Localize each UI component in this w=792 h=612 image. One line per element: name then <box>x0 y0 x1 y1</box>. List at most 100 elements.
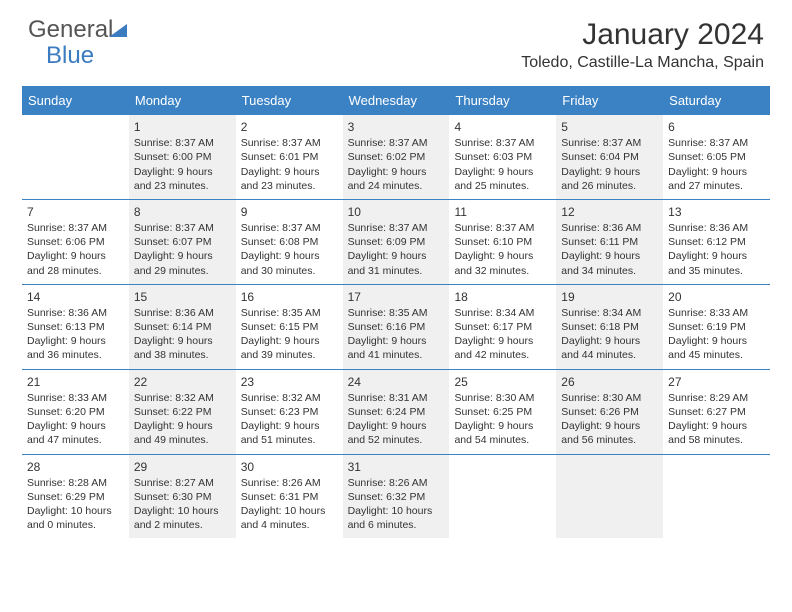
calendar-day-cell: 25Sunrise: 8:30 AMSunset: 6:25 PMDayligh… <box>449 370 556 454</box>
sunset-text: Sunset: 6:01 PM <box>241 150 338 164</box>
calendar-week-row: 28Sunrise: 8:28 AMSunset: 6:29 PM Dayligh… <box>22 454 770 539</box>
daylight-text: Daylight: 9 hours and 31 minutes. <box>348 249 445 277</box>
daylight-text: Daylight: 9 hours and 42 minutes. <box>454 334 551 362</box>
sunset-text: Sunset: 6:05 PM <box>668 150 765 164</box>
daylight-text: Daylight: 9 hours and 45 minutes. <box>668 334 765 362</box>
calendar-day-cell: 12Sunrise: 8:36 AMSunset: 6:11 PMDayligh… <box>556 200 663 284</box>
sunset-text: Sunset: 6:10 PM <box>454 235 551 249</box>
sunset-text: Sunset: 6:04 PM <box>561 150 658 164</box>
day-number: 5 <box>561 119 658 135</box>
sunrise-text: Sunrise: 8:27 AM <box>134 476 231 490</box>
sunset-text: Sunset: 6:29 PM <box>27 490 124 504</box>
sunset-text: Sunset: 6:11 PM <box>561 235 658 249</box>
daylight-text: Daylight: 10 hours and 2 minutes. <box>134 504 231 532</box>
weekday-header: Monday <box>129 88 236 113</box>
sunset-text: Sunset: 6:32 PM <box>348 490 445 504</box>
calendar-day-cell: 2Sunrise: 8:37 AMSunset: 6:01 PMDaylight… <box>236 115 343 199</box>
calendar-day-cell: 24Sunrise: 8:31 AMSunset: 6:24 PMDayligh… <box>343 370 450 454</box>
day-number: 15 <box>134 289 231 305</box>
sunrise-text: Sunrise: 8:37 AM <box>348 136 445 150</box>
calendar-day-cell: 5Sunrise: 8:37 AMSunset: 6:04 PMDaylight… <box>556 115 663 199</box>
daylight-text: Daylight: 9 hours and 35 minutes. <box>668 249 765 277</box>
day-number: 18 <box>454 289 551 305</box>
day-number: 28 <box>27 459 124 475</box>
weekday-header: Sunday <box>22 88 129 113</box>
sunrise-text: Sunrise: 8:37 AM <box>454 221 551 235</box>
sunrise-text: Sunrise: 8:36 AM <box>561 221 658 235</box>
daylight-text: Daylight: 9 hours and 24 minutes. <box>348 165 445 193</box>
day-number: 17 <box>348 289 445 305</box>
day-number: 7 <box>27 204 124 220</box>
sunset-text: Sunset: 6:07 PM <box>134 235 231 249</box>
sunrise-text: Sunrise: 8:34 AM <box>561 306 658 320</box>
calendar-day-cell: 23Sunrise: 8:32 AMSunset: 6:23 PMDayligh… <box>236 370 343 454</box>
sunset-text: Sunset: 6:31 PM <box>241 490 338 504</box>
daylight-text: Daylight: 9 hours and 29 minutes. <box>134 249 231 277</box>
day-number: 12 <box>561 204 658 220</box>
sunset-text: Sunset: 6:24 PM <box>348 405 445 419</box>
calendar-day-cell <box>663 455 770 539</box>
calendar-week-row: 1Sunrise: 8:37 AMSunset: 6:00 PMDaylight… <box>22 113 770 199</box>
sunrise-text: Sunrise: 8:36 AM <box>27 306 124 320</box>
sunset-text: Sunset: 6:26 PM <box>561 405 658 419</box>
day-number: 19 <box>561 289 658 305</box>
sunset-text: Sunset: 6:30 PM <box>134 490 231 504</box>
day-number: 2 <box>241 119 338 135</box>
title-month: January 2024 <box>521 18 764 52</box>
daylight-text: Daylight: 9 hours and 36 minutes. <box>27 334 124 362</box>
day-number: 22 <box>134 374 231 390</box>
calendar-day-cell: 15Sunrise: 8:36 AMSunset: 6:14 PMDayligh… <box>129 285 236 369</box>
sunset-text: Sunset: 6:06 PM <box>27 235 124 249</box>
day-number: 3 <box>348 119 445 135</box>
sunset-text: Sunset: 6:13 PM <box>27 320 124 334</box>
daylight-text: Daylight: 9 hours and 52 minutes. <box>348 419 445 447</box>
day-number: 25 <box>454 374 551 390</box>
daylight-text: Daylight: 9 hours and 41 minutes. <box>348 334 445 362</box>
logo: General Blue <box>28 18 133 70</box>
calendar-day-cell: 22Sunrise: 8:32 AMSunset: 6:22 PMDayligh… <box>129 370 236 454</box>
daylight-text: Daylight: 9 hours and 26 minutes. <box>561 165 658 193</box>
calendar-week-row: 14Sunrise: 8:36 AMSunset: 6:13 PMDayligh… <box>22 284 770 369</box>
calendar-day-cell <box>449 455 556 539</box>
sunset-text: Sunset: 6:08 PM <box>241 235 338 249</box>
sunrise-text: Sunrise: 8:35 AM <box>241 306 338 320</box>
calendar-day-cell <box>22 115 129 199</box>
daylight-text: Daylight: 9 hours and 27 minutes. <box>668 165 765 193</box>
day-number: 4 <box>454 119 551 135</box>
calendar-day-cell: 13Sunrise: 8:36 AMSunset: 6:12 PMDayligh… <box>663 200 770 284</box>
day-number: 30 <box>241 459 338 475</box>
calendar-day-cell: 1Sunrise: 8:37 AMSunset: 6:00 PMDaylight… <box>129 115 236 199</box>
weekday-header: Wednesday <box>343 88 450 113</box>
sunrise-text: Sunrise: 8:32 AM <box>134 391 231 405</box>
sunrise-text: Sunrise: 8:37 AM <box>134 136 231 150</box>
calendar-day-cell: 4Sunrise: 8:37 AMSunset: 6:03 PMDaylight… <box>449 115 556 199</box>
sunset-text: Sunset: 6:22 PM <box>134 405 231 419</box>
sunrise-text: Sunrise: 8:29 AM <box>668 391 765 405</box>
daylight-text: Daylight: 9 hours and 28 minutes. <box>27 249 124 277</box>
daylight-text: Daylight: 9 hours and 23 minutes. <box>134 165 231 193</box>
day-number: 23 <box>241 374 338 390</box>
calendar-day-cell: 29Sunrise: 8:27 AMSunset: 6:30 PMDayligh… <box>129 455 236 539</box>
calendar-day-cell: 30Sunrise: 8:26 AMSunset: 6:31 PMDayligh… <box>236 455 343 539</box>
sunrise-text: Sunrise: 8:30 AM <box>454 391 551 405</box>
sunrise-text: Sunrise: 8:37 AM <box>241 136 338 150</box>
sunset-text: Sunset: 6:16 PM <box>348 320 445 334</box>
daylight-text: Daylight: 9 hours and 30 minutes. <box>241 249 338 277</box>
sunset-text: Sunset: 6:02 PM <box>348 150 445 164</box>
day-number: 21 <box>27 374 124 390</box>
sunrise-text: Sunrise: 8:37 AM <box>668 136 765 150</box>
calendar-day-cell: 19Sunrise: 8:34 AMSunset: 6:18 PMDayligh… <box>556 285 663 369</box>
sunrise-text: Sunrise: 8:37 AM <box>241 221 338 235</box>
sunrise-text: Sunrise: 8:28 AM <box>27 476 124 490</box>
logo-text-1: General <box>28 18 113 42</box>
daylight-text: Daylight: 9 hours and 49 minutes. <box>134 419 231 447</box>
sunset-text: Sunset: 6:15 PM <box>241 320 338 334</box>
day-number: 26 <box>561 374 658 390</box>
day-number: 20 <box>668 289 765 305</box>
sunset-text: Sunset: 6:12 PM <box>668 235 765 249</box>
calendar-day-cell <box>556 455 663 539</box>
sunrise-text: Sunrise: 8:37 AM <box>134 221 231 235</box>
daylight-text: Daylight: 9 hours and 58 minutes. <box>668 419 765 447</box>
daylight-text: Daylight: 9 hours and 44 minutes. <box>561 334 658 362</box>
sunrise-text: Sunrise: 8:34 AM <box>454 306 551 320</box>
